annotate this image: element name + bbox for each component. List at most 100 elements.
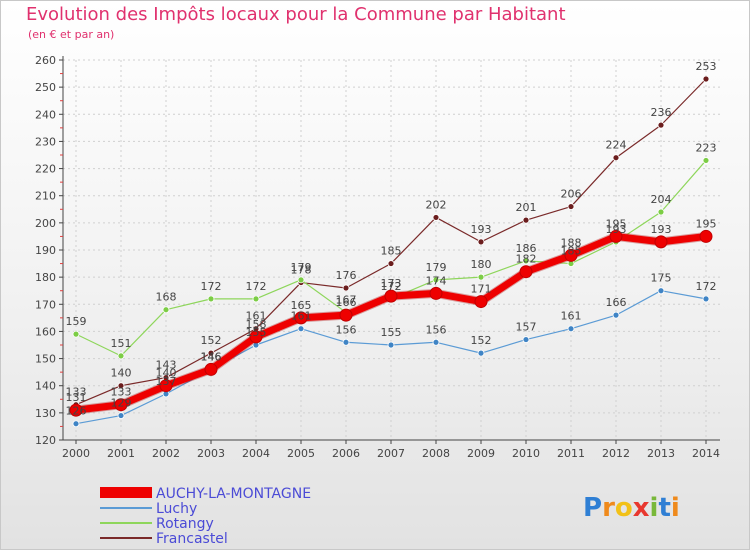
data-label-auchy-la-montagne: 146 [201,350,222,363]
x-tick-label: 2001 [107,447,135,460]
data-point-rotangy [207,295,215,303]
data-label-rotangy: 186 [516,242,537,255]
data-point-auchy-la-montagne [654,235,668,249]
data-label-francastel: 176 [336,269,357,282]
data-point-auchy-la-montagne [204,362,218,376]
data-point-luchy [522,336,530,343]
data-label-rotangy: 167 [336,293,357,306]
data-label-francastel: 206 [561,188,582,201]
data-point-auchy-la-montagne [69,403,83,417]
y-tick-label: 170 [35,298,56,311]
x-tick-label: 2011 [557,447,585,460]
data-point-luchy [117,412,125,419]
data-label-luchy: 156 [426,323,447,336]
x-tick-label: 2006 [332,447,360,460]
data-point-rotangy [522,257,530,265]
data-point-auchy-la-montagne [429,286,443,300]
proxiti-logo-letter: r [602,493,615,523]
x-tick-label: 2002 [152,447,180,460]
data-label-rotangy: 193 [606,223,627,236]
data-point-luchy [387,341,395,349]
data-point-francastel [657,121,665,129]
data-point-auchy-la-montagne [474,295,488,309]
data-label-auchy-la-montagne: 195 [606,217,627,230]
data-label-luchy: 129 [111,397,132,410]
data-point-auchy-la-montagne [699,229,713,243]
data-label-auchy-la-montagne: 188 [561,236,582,249]
y-tick-label: 140 [35,380,56,393]
data-point-francastel [207,349,215,357]
data-label-rotangy: 172 [381,280,402,293]
y-tick-label: 250 [35,81,56,94]
y-tick-label: 180 [35,271,56,284]
proxiti-logo-letter: o [615,493,633,523]
data-label-luchy: 166 [606,296,627,309]
data-point-luchy [477,349,485,357]
y-tick-label: 210 [35,190,56,203]
chart-title: Evolution des Impôts locaux pour la Comm… [26,4,566,25]
data-label-luchy: 146 [201,350,222,363]
data-label-luchy: 137 [156,375,177,388]
x-tick-label: 2012 [602,447,630,460]
proxiti-logo-letter: P [583,493,602,523]
data-label-luchy: 161 [561,310,582,323]
data-label-francastel: 178 [291,264,312,277]
data-point-auchy-la-montagne [114,398,128,412]
data-label-auchy-la-montagne: 171 [471,283,492,296]
data-point-rotangy [297,276,305,284]
data-point-rotangy [72,330,80,338]
y-tick-label: 130 [35,407,56,420]
data-label-auchy-la-montagne: 140 [156,367,177,380]
data-label-auchy-la-montagne: 182 [516,253,537,266]
x-tick-label: 2004 [242,447,270,460]
data-point-francastel [342,284,350,292]
data-point-auchy-la-montagne [339,308,353,322]
data-label-luchy: 161 [291,310,312,323]
data-point-auchy-la-montagne [159,379,173,393]
x-tick-label: 2014 [692,447,720,460]
data-point-rotangy [477,273,485,281]
y-tick-label: 160 [35,325,56,338]
x-tick-label: 2007 [377,447,405,460]
data-label-francastel: 140 [111,367,132,380]
data-point-auchy-la-montagne [564,248,578,262]
legend-swatch-auchy-la-montagne [100,487,152,498]
data-point-francastel [432,214,440,221]
data-point-luchy [657,287,665,295]
proxiti-logo-letter: x [633,493,650,523]
data-point-francastel [117,382,125,390]
y-tick-label: 120 [35,434,56,447]
data-label-francastel: 224 [606,139,627,152]
data-label-luchy: 156 [336,323,357,336]
legend-label-rotangy: Rotangy [156,516,214,532]
y-tick-label: 150 [35,353,56,366]
data-point-luchy [612,311,620,319]
data-point-francastel [477,238,485,246]
data-label-auchy-la-montagne: 193 [651,223,672,236]
data-label-francastel: 253 [696,60,717,73]
x-tick-label: 2009 [467,447,495,460]
data-label-rotangy: 151 [111,337,132,350]
x-tick-label: 2005 [287,447,315,460]
data-point-francastel [702,75,710,83]
y-tick-label: 200 [35,217,56,230]
data-label-rotangy: 172 [201,280,222,293]
data-label-auchy-la-montagne: 131 [66,391,87,404]
data-label-rotangy: 204 [651,193,672,206]
data-point-luchy [702,295,710,303]
data-label-francastel: 236 [651,106,672,119]
data-point-rotangy [702,157,710,164]
data-label-francastel: 161 [246,310,267,323]
legend-label-auchy-la-montagne: AUCHY-LA-MONTAGNE [156,486,311,502]
data-label-auchy-la-montagne: 173 [381,277,402,290]
chart-subtitle: (en € et par an) [28,28,115,41]
data-point-luchy [342,338,350,346]
data-label-rotangy: 180 [471,258,492,271]
data-point-rotangy [252,295,260,303]
data-point-luchy [297,325,305,333]
proxiti-logo: Proxiti [583,493,680,523]
data-label-luchy: 172 [696,280,717,293]
data-point-luchy [72,420,80,428]
data-label-rotangy: 179 [291,261,312,274]
